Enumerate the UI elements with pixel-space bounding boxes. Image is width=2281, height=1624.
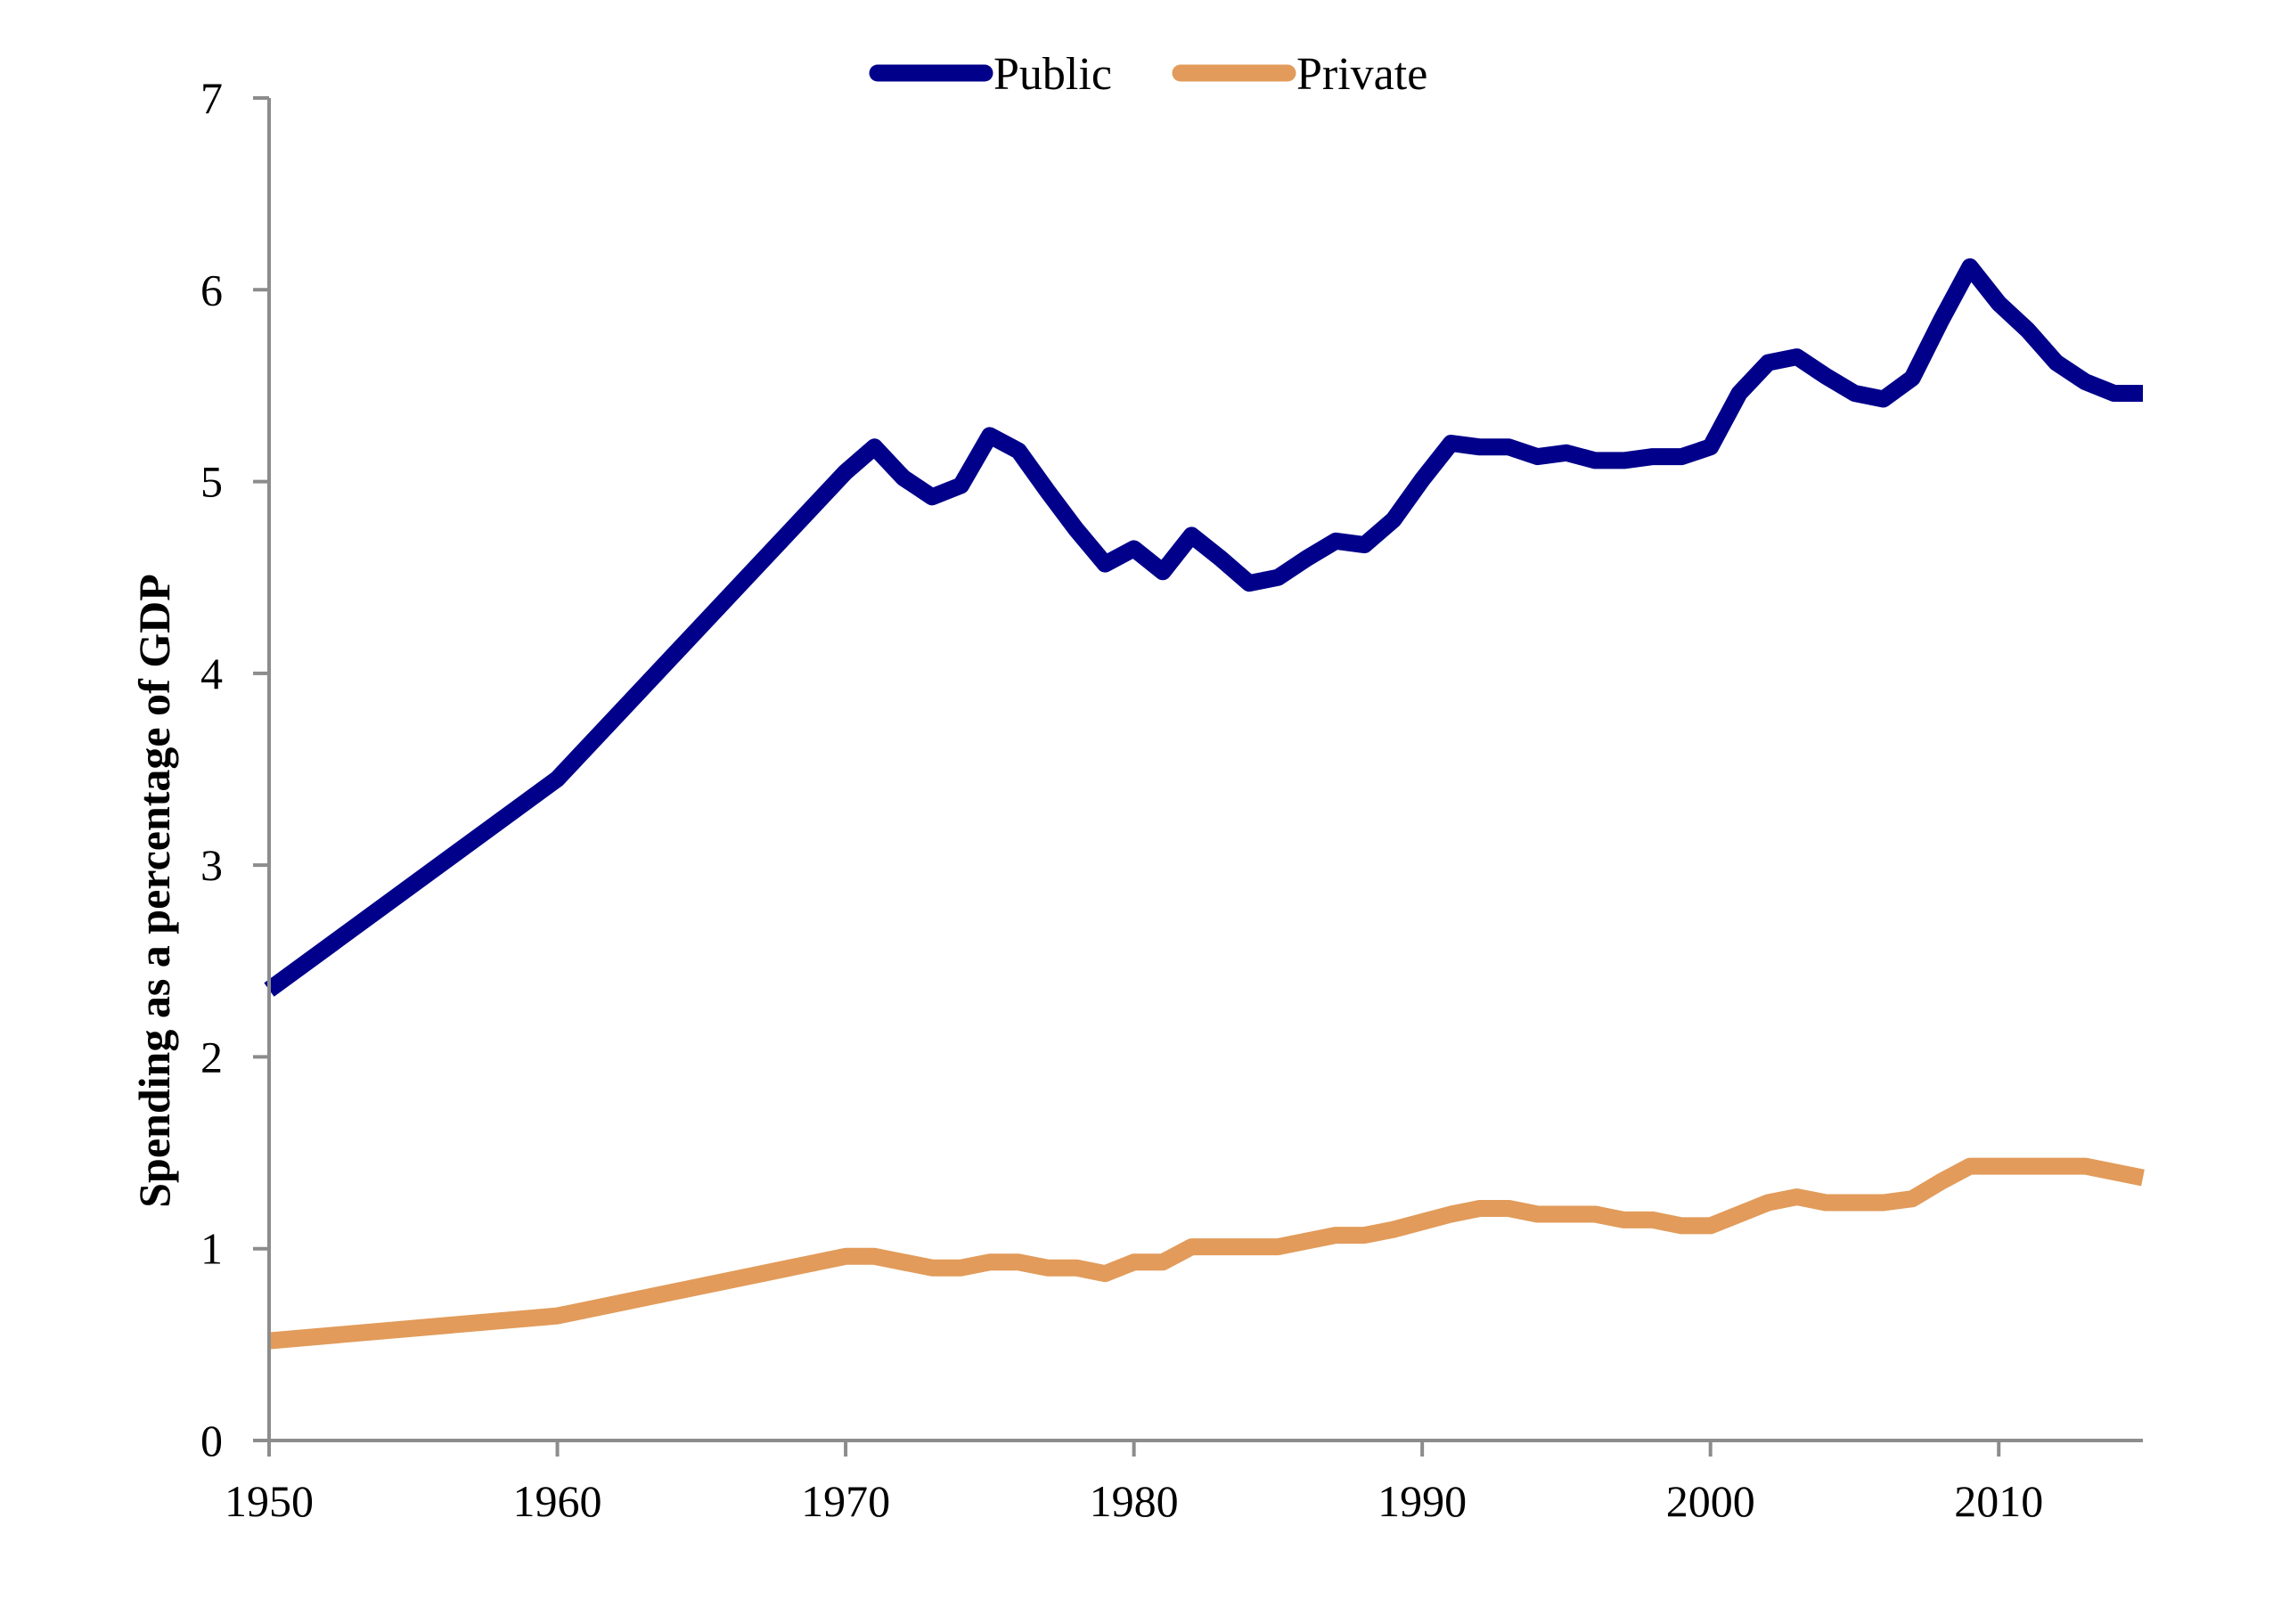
legend-label-private: Private (1296, 49, 1427, 100)
y-tick-label: 7 (200, 73, 223, 123)
y-tick-label: 3 (200, 840, 223, 890)
axes (267, 98, 2143, 1442)
y-tick-label: 6 (200, 265, 223, 314)
x-tick-label: 1960 (513, 1476, 602, 1526)
y-tick-label: 2 (200, 1032, 223, 1081)
legend-label-public: Public (993, 49, 1112, 100)
x-axis-ticks: 1950 1960 1970 1980 1990 2000 2010 (225, 1440, 2043, 1526)
series-lines (264, 258, 2145, 1350)
y-tick-label: 0 (200, 1416, 223, 1465)
y-tick-label: 5 (200, 457, 223, 507)
y-axis-title: Spending as a percentage of GDP (129, 574, 179, 1208)
x-tick-label: 2010 (1954, 1476, 2043, 1526)
x-tick-label: 1980 (1090, 1476, 1179, 1526)
series-line-public (264, 258, 2143, 997)
x-tick-label: 1990 (1378, 1476, 1467, 1526)
y-tick-label: 1 (200, 1224, 223, 1274)
series-line-private (268, 1157, 2145, 1350)
x-tick-label: 2000 (1666, 1476, 1755, 1526)
x-tick-label: 1950 (225, 1476, 314, 1526)
y-tick-label: 4 (200, 649, 223, 698)
x-tick-label: 1970 (801, 1476, 890, 1526)
legend: Public Private (869, 49, 1427, 100)
y-axis-ticks: 0 1 2 3 4 5 6 7 (200, 73, 269, 1465)
